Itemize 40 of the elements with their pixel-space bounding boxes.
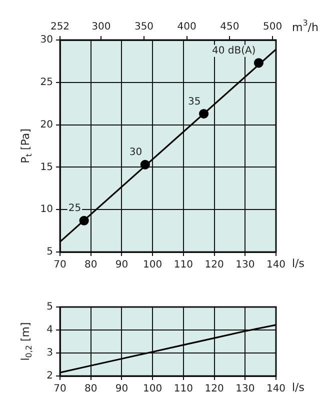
x-axis-title: l/s [292, 256, 305, 270]
x-tick-label: 80 [84, 260, 98, 271]
y-tick-label: 5 [46, 302, 53, 313]
x-tick-label: 90 [115, 260, 128, 271]
x-tick-label: 90 [115, 384, 128, 395]
annotation: 35 [188, 96, 201, 108]
x2-tick-label: 400 [177, 22, 196, 33]
x-tick-label: 80 [84, 384, 98, 395]
x2-tick-label: 252 [50, 22, 70, 33]
y-axis-title: l0,2 [m] [18, 322, 34, 361]
x-tick-label: 110 [174, 384, 193, 395]
x-tick-label: 110 [174, 260, 193, 271]
y-tick-label: 4 [46, 324, 53, 336]
annotation: 30 [129, 147, 142, 158]
x2-tick-label: 500 [263, 22, 282, 33]
annotation: 25 [68, 203, 82, 214]
y-tick-label: 15 [40, 162, 53, 173]
y-tick-label: 10 [40, 204, 53, 216]
x-axis-title: l/s [292, 380, 305, 394]
x-tick-label: 120 [204, 384, 224, 395]
x2-tick-label: 350 [134, 22, 154, 33]
y-axis-title: Pt [Pa] [18, 128, 34, 164]
x2-tick-label: 450 [220, 22, 240, 33]
y-tick-label: 5 [46, 246, 53, 258]
x-tick-label: 70 [54, 260, 66, 271]
y-tick-label: 2 [46, 370, 53, 382]
x2-tick-label: 300 [92, 22, 111, 33]
y-tick-label: 30 [40, 34, 53, 46]
y-tick-label: 20 [40, 119, 53, 130]
x-tick-label: 100 [143, 384, 162, 395]
x-tick-label: 140 [266, 260, 286, 271]
y-tick-label: 25 [40, 76, 53, 88]
x-tick-label: 140 [266, 384, 286, 395]
x-tick-label: 120 [204, 260, 224, 271]
x-tick-label: 130 [236, 260, 255, 271]
annotation: 40 dB(A) [212, 45, 256, 56]
x-tick-label: 100 [143, 260, 162, 271]
y-tick-label: 3 [46, 348, 53, 359]
x-tick-label: 130 [236, 384, 255, 395]
x-tick-label: 70 [54, 384, 66, 395]
